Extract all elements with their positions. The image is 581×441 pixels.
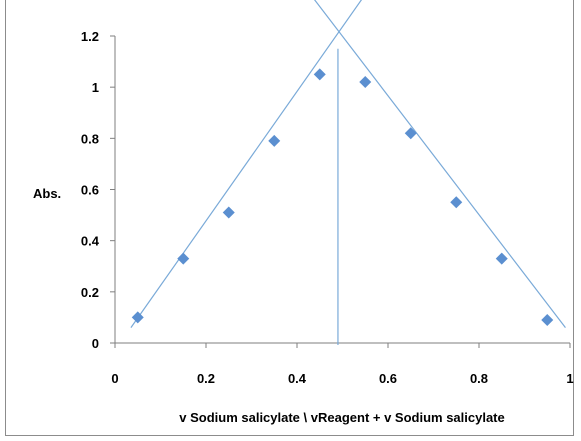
trend-line [130,0,363,328]
data-point [222,206,235,219]
data-point [131,311,144,324]
data-point [404,127,417,140]
x-tick-label: 0 [111,371,118,386]
x-tick-label: 1 [566,371,573,386]
y-tick-label: 0.8 [81,131,99,146]
y-tick-label: 0.4 [81,234,100,249]
x-axis-title: v Sodium salicylate \ vReagent + v Sodiu… [179,410,505,425]
data-point [313,68,326,81]
x-tick-label: 0.8 [470,371,488,386]
data-point [495,252,508,265]
y-tick-label: 1.2 [81,29,99,44]
axes [114,36,570,344]
x-tick-label: 0.2 [197,371,215,386]
data-points [131,68,554,326]
x-tick-label: 0.6 [379,371,397,386]
y-tick-label: 0 [92,336,99,351]
data-point [359,76,372,89]
y-axis-title: Abs. [33,186,61,201]
trend-line [313,0,566,329]
data-point [177,252,190,265]
data-point [268,134,281,147]
chart-area-border [5,0,574,436]
y-tick-label: 0.6 [81,183,99,198]
data-point [450,196,463,209]
x-tick-label: 0.4 [288,371,307,386]
y-ticks: 0 0.2 0.4 0.6 0.8 1 1.2 [81,29,115,351]
x-ticks: 0 0.2 0.4 0.6 0.8 1 [111,343,574,386]
y-tick-label: 0.2 [81,285,99,300]
data-point [541,313,554,326]
trend-lines [130,0,566,329]
y-tick-label: 1 [92,80,99,95]
